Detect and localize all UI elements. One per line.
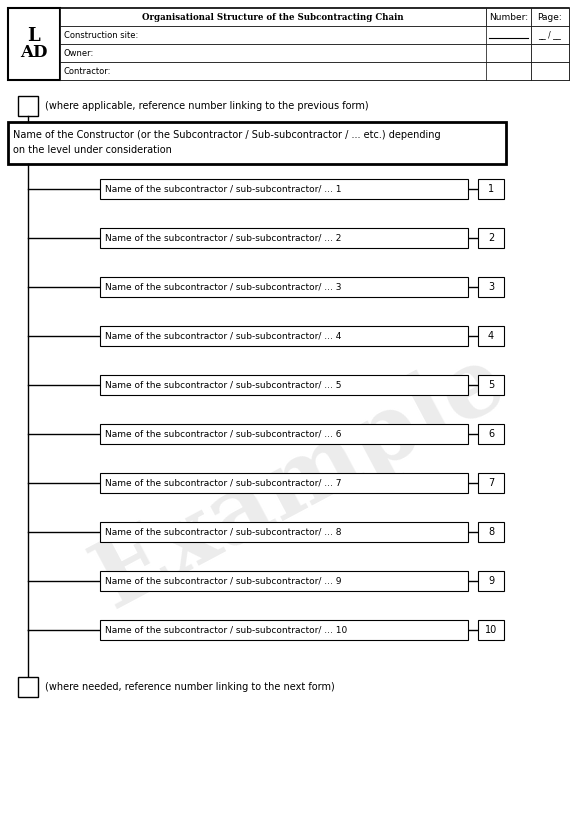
Bar [100,571,468,591]
Text: 2: 2 [488,233,494,243]
Bar [478,522,504,542]
Bar [478,424,504,444]
Bar [100,424,468,444]
Bar [8,122,506,164]
Text: 3: 3 [488,282,494,292]
Bar [100,375,468,395]
Text: Name of the subcontractor / sub-subcontractor/ ... 6: Name of the subcontractor / sub-subcontr… [105,430,342,439]
Bar [18,96,38,116]
Bar [478,620,504,640]
Bar [486,44,531,62]
Bar [60,8,486,26]
Bar [60,26,569,44]
Text: Name of the subcontractor / sub-subcontractor/ ... 7: Name of the subcontractor / sub-subcontr… [105,479,342,488]
Text: Name of the subcontractor / sub-subcontractor/ ... 1: Name of the subcontractor / sub-subcontr… [105,185,342,194]
Text: Construction site:: Construction site: [64,30,138,39]
Text: 5: 5 [488,380,494,390]
Bar [100,620,468,640]
Bar [100,228,468,248]
Bar [100,179,468,199]
Text: Contractor:: Contractor: [64,66,111,75]
Text: Owner:: Owner: [64,48,94,57]
Bar [478,277,504,297]
Bar [478,228,504,248]
Text: Name of the subcontractor / sub-subcontractor/ ... 4: Name of the subcontractor / sub-subcontr… [105,332,342,341]
Text: on the level under consideration: on the level under consideration [13,145,172,155]
Text: 10: 10 [485,625,497,635]
Text: Name of the subcontractor / sub-subcontractor/ ... 3: Name of the subcontractor / sub-subcontr… [105,283,342,292]
Text: Example: Example [80,334,520,626]
Bar [486,62,531,80]
Text: (where applicable, reference number linking to the previous form): (where applicable, reference number link… [45,101,369,111]
Bar [531,8,569,26]
Bar [486,26,531,44]
Bar [60,44,569,62]
Bar [100,326,468,346]
Text: Number:: Number: [489,12,528,21]
Text: Name of the subcontractor / sub-subcontractor/ ... 5: Name of the subcontractor / sub-subcontr… [105,381,342,390]
Bar [478,375,504,395]
Text: 9: 9 [488,576,494,586]
Text: 1: 1 [488,184,494,194]
Bar [100,522,468,542]
Text: 6: 6 [488,429,494,439]
Bar [531,44,569,62]
Text: Organisational Structure of the Subcontracting Chain: Organisational Structure of the Subcontr… [142,12,404,21]
Text: 4: 4 [488,331,494,341]
Text: Name of the subcontractor / sub-subcontractor/ ... 2: Name of the subcontractor / sub-subcontr… [105,234,342,243]
Text: 8: 8 [488,527,494,537]
Text: Page:: Page: [538,12,563,21]
Bar [478,326,504,346]
Text: Name of the subcontractor / sub-subcontractor/ ... 8: Name of the subcontractor / sub-subcontr… [105,528,342,537]
Text: Name of the subcontractor / sub-subcontractor/ ... 10: Name of the subcontractor / sub-subcontr… [105,626,347,635]
Bar [100,277,468,297]
Text: 7: 7 [488,478,494,488]
Text: L: L [28,27,40,45]
Bar [8,8,60,80]
Text: AD: AD [20,43,48,60]
Bar [478,179,504,199]
Bar [531,62,569,80]
Bar [8,8,569,80]
Text: Name of the Constructor (or the Subcontractor / Sub-subcontractor / ... etc.) de: Name of the Constructor (or the Subcontr… [13,130,441,140]
Bar [18,677,38,697]
Text: Name of the subcontractor / sub-subcontractor/ ... 9: Name of the subcontractor / sub-subcontr… [105,577,342,586]
Bar [478,571,504,591]
Bar [531,26,569,44]
Bar [100,473,468,493]
Bar [486,8,531,26]
Bar [478,473,504,493]
Bar [60,62,569,80]
Text: __ / __: __ / __ [538,30,561,39]
Text: (where needed, reference number linking to the next form): (where needed, reference number linking … [45,682,335,692]
